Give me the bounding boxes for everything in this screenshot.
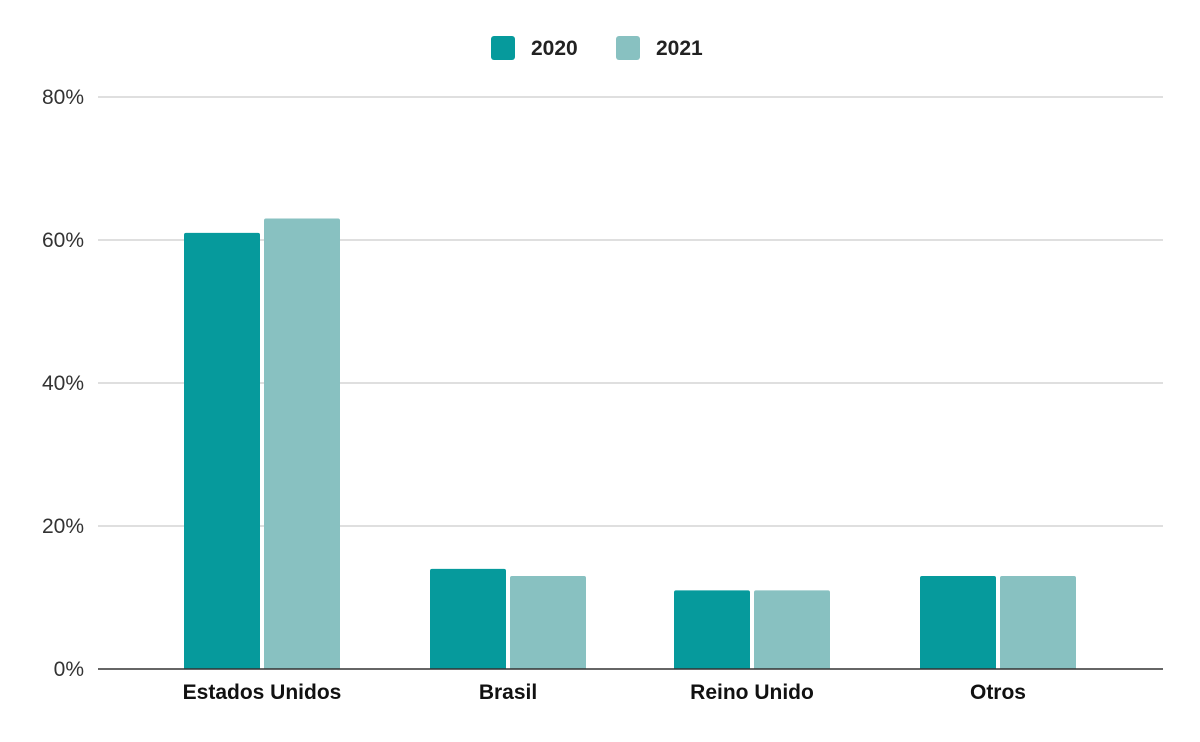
x-category-label: Otros: [970, 681, 1026, 704]
axes: 0% 20% 40% 60% 80% Estados Unidos Brasil Reino …: [42, 86, 1163, 704]
legend-swatch: [491, 36, 515, 60]
legend-item-2021[interactable]: 2021: [616, 36, 703, 60]
bar-2020-reino-unido: [674, 590, 750, 669]
bar-2020-brasil: [430, 568, 506, 669]
bar-2021-reino-unido: [754, 590, 830, 669]
y-tick-label: 80%: [42, 86, 84, 109]
legend-label: 2020: [531, 37, 578, 60]
x-category-label: Reino Unido: [690, 681, 814, 704]
x-category-label: Brasil: [479, 681, 537, 704]
y-tick-label: 0%: [54, 658, 84, 681]
bar-2021-brasil: [510, 576, 586, 669]
bar-2021-estados-unidos: [264, 218, 340, 670]
x-category-label: Estados Unidos: [183, 681, 342, 704]
legend: 2020 2021: [491, 36, 703, 60]
bar-2020-otros: [920, 576, 996, 669]
bar-2021-otros: [1000, 576, 1076, 669]
y-tick-label: 40%: [42, 372, 84, 395]
bar-2020-estados-unidos: [184, 232, 260, 669]
legend-swatch: [616, 36, 640, 60]
legend-label: 2021: [656, 37, 703, 60]
legend-item-2020[interactable]: 2020: [491, 36, 578, 60]
y-tick-label: 60%: [42, 229, 84, 252]
y-tick-label: 20%: [42, 515, 84, 538]
bars: [184, 218, 1076, 670]
